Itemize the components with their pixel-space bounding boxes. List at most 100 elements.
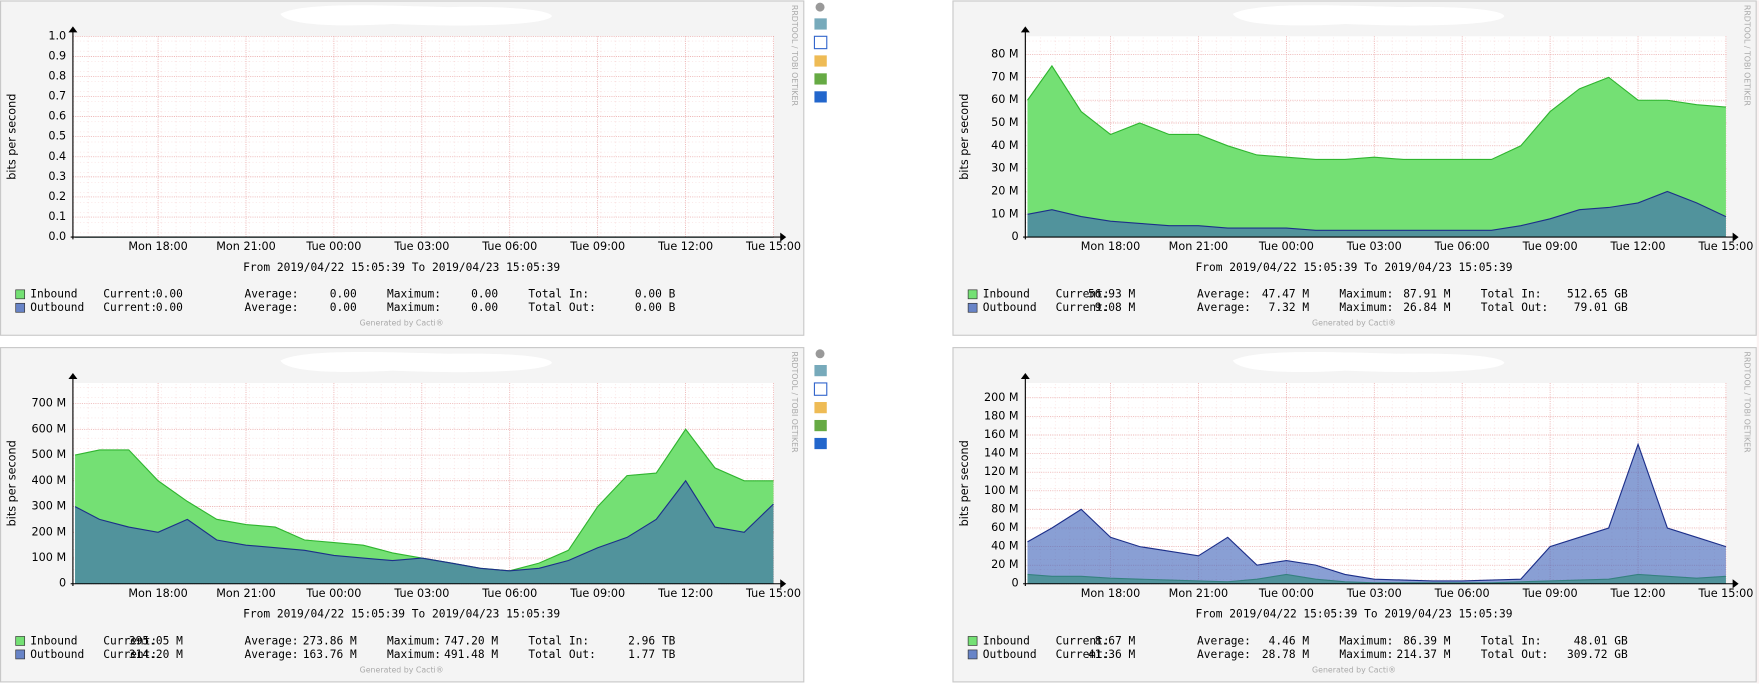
legend-swatch: [15, 649, 26, 660]
y-tick-label: 140 M: [984, 447, 1019, 460]
y-axis-title: bits per second: [958, 440, 971, 526]
stat-label: Current:: [103, 634, 157, 647]
stat-value: 314.20 M: [129, 648, 183, 661]
stat-label: Total Out:: [1481, 301, 1548, 314]
stat-value: 4.46 M: [1269, 634, 1310, 647]
icon[interactable]: [814, 437, 827, 450]
icon[interactable]: [813, 382, 828, 396]
y-tick-label: 30 M: [991, 162, 1018, 175]
legend-label: Inbound: [983, 288, 1030, 301]
stat-value: 747.20 M: [444, 634, 498, 647]
x-tick-label: Tue 06:00: [481, 240, 537, 253]
icon[interactable]: [815, 2, 825, 12]
stat-label: Maximum:: [1339, 288, 1393, 301]
series-area: [1027, 444, 1726, 584]
legend-label: Outbound: [983, 648, 1037, 661]
y-tick-label: 100 M: [32, 551, 67, 564]
y-axis: [68, 373, 78, 586]
stat-label: Maximum:: [1339, 634, 1393, 647]
x-axis: [70, 232, 787, 242]
series-line: [1027, 442, 1727, 582]
stat-label: Average:: [1197, 301, 1251, 314]
period: From 2019/04/22 15:05:39 To 2019/04/23 1…: [243, 607, 560, 620]
icon[interactable]: [814, 91, 827, 103]
icon[interactable]: [814, 402, 827, 414]
icon[interactable]: [814, 364, 827, 377]
side-text: RRDTOOL / TOBI OETIKER: [790, 352, 799, 454]
y-tick-label: 20 M: [991, 184, 1018, 197]
side-text: RRDTOOL / TOBI OETIKER: [1742, 352, 1751, 454]
stat-value: 56.93 M: [1088, 288, 1135, 301]
stat-label: Average:: [245, 301, 299, 314]
side-text: RRDTOOL / TOBI OETIKER: [1742, 5, 1751, 107]
x-tick-label: Tue 03:00: [393, 240, 449, 253]
x-tick-label: Tue 09:00: [1522, 587, 1578, 600]
x-tick-label: Tue 00:00: [1258, 240, 1314, 253]
legend-swatch: [967, 302, 978, 313]
period: From 2019/04/22 15:05:39 To 2019/04/23 1…: [1196, 607, 1513, 620]
y-tick-label: 500 M: [32, 448, 67, 461]
icon[interactable]: [814, 18, 827, 30]
stat-label: Current:: [1056, 288, 1110, 301]
icon[interactable]: [814, 55, 827, 67]
stat-value: 7.32 M: [1269, 301, 1310, 314]
stat-label: Total In:: [528, 634, 589, 647]
x-tick-label: Tue 06:00: [1434, 240, 1490, 253]
x-tick-label: Tue 15:00: [1697, 587, 1753, 600]
x-tick-label: Tue 12:00: [657, 587, 713, 600]
legend-label: Inbound: [983, 634, 1030, 647]
stat-label: Total In:: [1481, 634, 1542, 647]
stat-value: 395.05 M: [129, 634, 183, 647]
legend-label: Outbound: [30, 648, 84, 661]
stat-value: 0.00: [156, 301, 183, 314]
stat-label: Average:: [1197, 288, 1251, 301]
stat-value: 86.39 M: [1403, 634, 1450, 647]
y-tick-label: 80 M: [991, 48, 1018, 61]
x-axis: [1023, 232, 1739, 242]
icon[interactable]: [813, 35, 828, 50]
stat-value: 163.76 M: [303, 648, 357, 661]
legend-swatch: [967, 289, 978, 300]
x-tick-label: Tue 09:00: [569, 587, 625, 600]
graph: bits per second RRDTOOL / TOBI OETIKER 0.0…: [0, 0, 805, 336]
y-tick-label: 300 M: [32, 500, 67, 513]
x-tick-label: Tue 06:00: [481, 587, 537, 600]
toolbar: [813, 2, 828, 103]
icon[interactable]: [815, 349, 825, 359]
stat-value: 28.78 M: [1262, 648, 1309, 661]
y-tick-label: 70 M: [991, 70, 1018, 83]
x-tick-label: Tue 15:00: [1697, 240, 1753, 253]
redacted-title: [280, 351, 552, 373]
x-tick-label: Tue 09:00: [1522, 240, 1578, 253]
stat-value: 512.65 GB: [1567, 288, 1628, 301]
stat-label: Average:: [245, 634, 299, 647]
x-tick-label: Mon 21:00: [216, 587, 275, 600]
stat-value: 0.00: [330, 288, 357, 301]
x-tick-label: Tue 15:00: [745, 240, 801, 253]
stat-label: Total Out:: [1481, 648, 1548, 661]
x-tick-label: Mon 18:00: [128, 240, 187, 253]
icon[interactable]: [814, 73, 827, 85]
x-axis: [70, 579, 787, 589]
toolbar: [813, 349, 828, 450]
y-tick-label: 0.1: [48, 210, 66, 223]
stat-value: 0.00 B: [635, 288, 676, 301]
y-tick-label: 0.9: [48, 49, 66, 62]
legend-swatch: [967, 636, 978, 646]
y-axis: [1020, 26, 1030, 240]
stat-label: Current:: [1056, 634, 1110, 647]
icon[interactable]: [814, 419, 827, 432]
x-axis: [1023, 579, 1739, 589]
x-tick-label: Tue 03:00: [1346, 240, 1402, 253]
y-tick-label: 20 M: [991, 558, 1018, 571]
footer: Generated by Cacti®: [1312, 665, 1396, 674]
side-text: RRDTOOL / TOBI OETIKER: [790, 5, 799, 107]
x-tick-label: Mon 21:00: [1169, 240, 1228, 253]
x-tick-label: Tue 12:00: [1610, 587, 1666, 600]
x-tick-label: Mon 18:00: [1081, 240, 1140, 253]
stat-label: Current:: [103, 288, 157, 301]
stat-label: Average:: [1197, 648, 1251, 661]
stat-label: Total Out:: [528, 648, 595, 661]
stat-value: 273.86 M: [303, 634, 357, 647]
series-line: [1027, 190, 1727, 231]
